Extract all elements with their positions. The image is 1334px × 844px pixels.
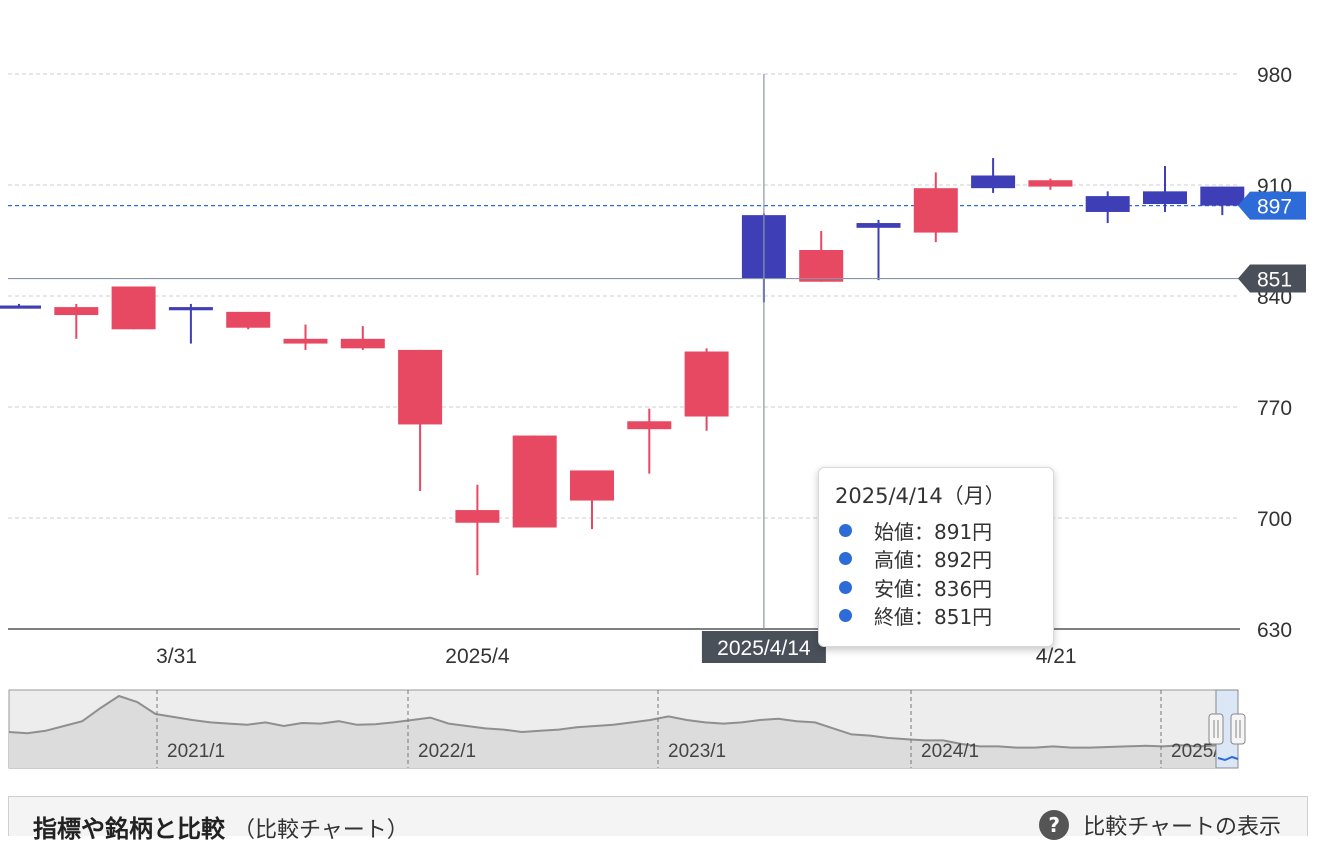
candle-body: [627, 421, 672, 430]
candle: [913, 172, 958, 243]
candle-body: [1200, 186, 1245, 206]
candle: [856, 219, 901, 281]
candle-body: [570, 470, 614, 501]
help-icon[interactable]: ?: [1039, 810, 1070, 840]
candle-body: [0, 305, 41, 309]
candle-body: [54, 307, 99, 316]
candle: [283, 324, 328, 350]
y-tick-label: 980: [1257, 64, 1292, 87]
navigator-area: [9, 696, 1218, 768]
bullet-dot-icon: [839, 609, 852, 623]
candle-body: [111, 286, 156, 330]
candle: [1028, 178, 1073, 190]
candle: [684, 348, 729, 431]
crosshair-date-label: 2025/4/14: [717, 637, 811, 660]
candle: [340, 326, 385, 350]
candle: [455, 484, 500, 576]
candle-body: [913, 188, 958, 233]
candle: [1200, 186, 1245, 216]
price-tooltip: 2025/4/14（月） 始値：891円 高値：892円 安値：836円 終値：…: [818, 467, 1054, 647]
navigator-handle-icon[interactable]: [1208, 713, 1224, 745]
tooltip-row-low: 安値：836円: [835, 573, 1053, 602]
navigator-year-label: 2023/1: [668, 741, 726, 762]
navigator-line: [8, 694, 1219, 749]
crosshair-price-badge-label: 851: [1257, 269, 1292, 292]
y-tick-label: 770: [1257, 397, 1292, 420]
candle-body: [684, 351, 729, 417]
tooltip-date: 2025/4/14（月）: [835, 484, 1006, 508]
tooltip-row-high: 高値：892円: [835, 545, 1053, 574]
candle-body: [799, 250, 844, 282]
candle: [1085, 191, 1130, 224]
candle-body: [971, 175, 1016, 189]
crosshair-date-badge: [701, 631, 826, 663]
navigator-selected-line: [1217, 755, 1239, 762]
crosshair: [8, 74, 1240, 629]
navigator-year-label: 2024/1: [921, 741, 979, 762]
navigator[interactable]: 2021/1 2022/1 2023/1 2024/1 2025/1: [8, 689, 1246, 769]
y-tick-label: 630: [1257, 619, 1292, 642]
candle-body: [226, 311, 271, 328]
y-tick-label: 700: [1257, 508, 1292, 531]
x-tick-label: 3/31: [156, 645, 197, 668]
show-compare-chart-button[interactable]: ? 比較チャートの表示: [1039, 809, 1281, 841]
candle: [570, 470, 614, 530]
tooltip-row-open: 始値：891円: [835, 516, 1053, 545]
candle-body: [283, 338, 328, 344]
candle-body: [340, 338, 385, 349]
tooltip-row-close: 終値：851円: [835, 602, 1053, 631]
candle: [799, 230, 844, 282]
navigator-year-label: 2022/1: [418, 741, 476, 762]
bullet-dot-icon: [839, 552, 852, 566]
x-axis: 3/31 2025/4 4/21 2025/4/14: [156, 631, 1077, 668]
candle: [1143, 165, 1187, 212]
navigator-year-label: 2025/1: [1171, 741, 1229, 762]
candle-body: [1085, 196, 1130, 212]
price-badges: 897 851: [1238, 191, 1306, 293]
candle: [54, 303, 99, 339]
candle-body: [1143, 191, 1187, 205]
candle-body: [1028, 180, 1073, 187]
last-price-badge-bg: [1238, 191, 1306, 220]
candle-body: [856, 223, 901, 228]
candle: [512, 435, 557, 528]
candle-body: [455, 510, 500, 523]
candle: [627, 408, 672, 474]
grid-lines: [8, 73, 1240, 630]
candle-body: [168, 307, 213, 311]
bullet-dot-icon: [839, 523, 852, 537]
navigator-handle-icon[interactable]: [1230, 713, 1246, 745]
crosshair-price-badge-bg: [1238, 264, 1306, 293]
candle: [111, 286, 156, 330]
candle: [971, 158, 1016, 193]
candle: [398, 349, 443, 492]
candle-body: [512, 435, 557, 528]
compare-panel-title: 指標や銘柄と比較 （比較チャート）: [33, 815, 409, 843]
x-tick-label: 2025/4: [445, 645, 510, 668]
show-compare-chart-label: 比較チャートの表示: [1083, 815, 1281, 840]
x-tick-label: 4/21: [1036, 645, 1077, 668]
candle: [226, 311, 271, 330]
last-price-badge-label: 897: [1257, 196, 1292, 219]
candle: [0, 303, 41, 309]
compare-panel: 指標や銘柄と比較 （比較チャート） ? 比較チャートの表示: [8, 796, 1308, 843]
navigator-year-label: 2021/1: [167, 741, 225, 762]
compare-panel-subtitle: （比較チャート）: [233, 818, 409, 843]
candle: [168, 303, 213, 344]
candles: [0, 158, 1245, 576]
bullet-dot-icon: [839, 580, 852, 594]
candle-body: [398, 349, 443, 425]
